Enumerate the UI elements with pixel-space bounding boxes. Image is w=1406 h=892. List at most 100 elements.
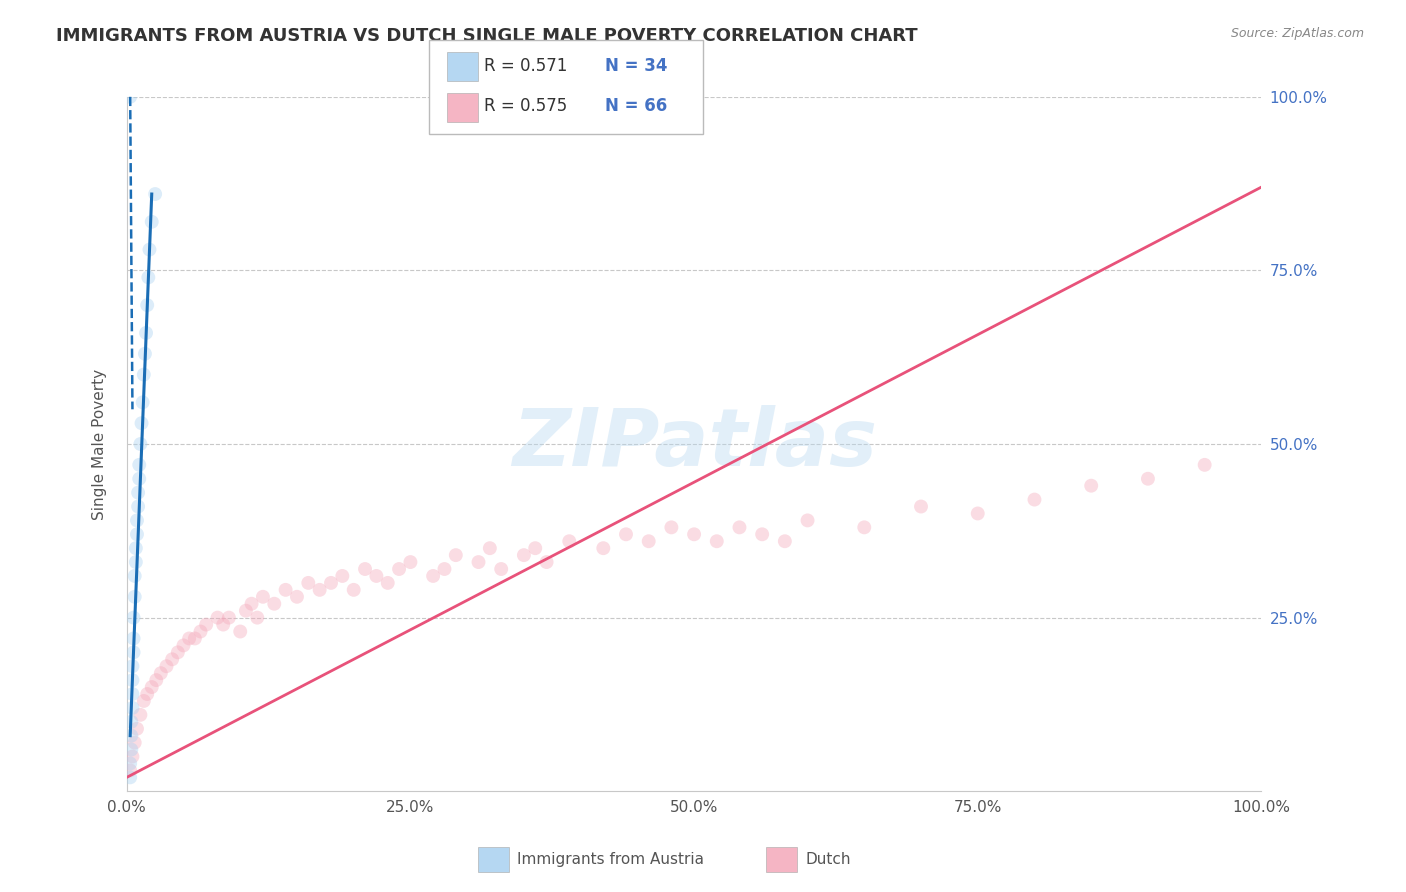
- Text: IMMIGRANTS FROM AUSTRIA VS DUTCH SINGLE MALE POVERTY CORRELATION CHART: IMMIGRANTS FROM AUSTRIA VS DUTCH SINGLE …: [56, 27, 918, 45]
- Point: [128, 472, 150, 486]
- Point: [524, 541, 547, 556]
- Point: [354, 562, 377, 576]
- Point: [853, 520, 876, 534]
- Point: [173, 639, 195, 653]
- Point: [366, 569, 388, 583]
- Point: [125, 555, 148, 569]
- Point: [910, 500, 932, 514]
- Point: [121, 673, 143, 687]
- Point: [131, 416, 153, 430]
- Point: [330, 569, 353, 583]
- Point: [124, 736, 146, 750]
- Point: [207, 610, 229, 624]
- Point: [136, 298, 159, 312]
- Point: [751, 527, 773, 541]
- Point: [120, 742, 142, 756]
- Point: [252, 590, 274, 604]
- Y-axis label: Single Male Poverty: Single Male Poverty: [93, 368, 107, 519]
- Text: ZIPatlas: ZIPatlas: [512, 405, 876, 483]
- Point: [212, 617, 235, 632]
- Point: [184, 632, 207, 646]
- Point: [155, 659, 177, 673]
- Point: [1024, 492, 1046, 507]
- Point: [120, 90, 142, 104]
- Point: [143, 187, 166, 202]
- Point: [536, 555, 558, 569]
- Point: [179, 632, 201, 646]
- Point: [467, 555, 489, 569]
- Point: [1080, 478, 1102, 492]
- Point: [122, 645, 145, 659]
- Point: [478, 541, 501, 556]
- Text: N = 66: N = 66: [605, 97, 666, 115]
- Point: [246, 610, 269, 624]
- Point: [125, 527, 148, 541]
- Point: [433, 562, 456, 576]
- Point: [121, 749, 143, 764]
- Text: Immigrants from Austria: Immigrants from Austria: [517, 853, 704, 867]
- Point: [120, 714, 142, 729]
- Point: [120, 729, 142, 743]
- Point: [141, 680, 163, 694]
- Point: [125, 513, 148, 527]
- Point: [592, 541, 614, 556]
- Point: [235, 604, 257, 618]
- Point: [388, 562, 411, 576]
- Point: [121, 701, 143, 715]
- Point: [120, 770, 142, 784]
- Point: [135, 326, 157, 340]
- Point: [132, 368, 155, 382]
- Text: Source: ZipAtlas.com: Source: ZipAtlas.com: [1230, 27, 1364, 40]
- Point: [125, 722, 148, 736]
- Point: [683, 527, 706, 541]
- Point: [218, 610, 240, 624]
- Point: [422, 569, 444, 583]
- Point: [149, 666, 172, 681]
- Point: [343, 582, 366, 597]
- Point: [240, 597, 263, 611]
- Point: [129, 707, 152, 722]
- Point: [489, 562, 512, 576]
- Point: [136, 687, 159, 701]
- Point: [121, 659, 143, 673]
- Point: [319, 575, 342, 590]
- Text: R = 0.571: R = 0.571: [484, 57, 567, 75]
- Point: [661, 520, 683, 534]
- Point: [614, 527, 637, 541]
- Point: [773, 534, 796, 549]
- Text: R = 0.575: R = 0.575: [484, 97, 567, 115]
- Point: [127, 485, 149, 500]
- Point: [134, 347, 156, 361]
- Point: [966, 507, 988, 521]
- Point: [195, 617, 218, 632]
- Point: [138, 243, 160, 257]
- Point: [124, 590, 146, 604]
- Point: [129, 437, 152, 451]
- Point: [1136, 472, 1159, 486]
- Point: [132, 694, 155, 708]
- Text: Dutch: Dutch: [806, 853, 851, 867]
- Point: [706, 534, 728, 549]
- Point: [1194, 458, 1216, 472]
- Point: [297, 575, 319, 590]
- Point: [121, 687, 143, 701]
- Point: [136, 270, 159, 285]
- Point: [124, 569, 146, 583]
- Point: [122, 610, 145, 624]
- Point: [160, 652, 183, 666]
- Point: [796, 513, 818, 527]
- Point: [285, 590, 308, 604]
- Point: [558, 534, 581, 549]
- Point: [125, 541, 148, 556]
- Point: [444, 548, 467, 562]
- Point: [377, 575, 399, 590]
- Point: [141, 215, 163, 229]
- Point: [120, 756, 142, 771]
- Text: N = 34: N = 34: [605, 57, 666, 75]
- Point: [190, 624, 212, 639]
- Point: [127, 500, 149, 514]
- Point: [513, 548, 536, 562]
- Point: [131, 395, 153, 409]
- Point: [229, 624, 252, 639]
- Point: [120, 764, 142, 778]
